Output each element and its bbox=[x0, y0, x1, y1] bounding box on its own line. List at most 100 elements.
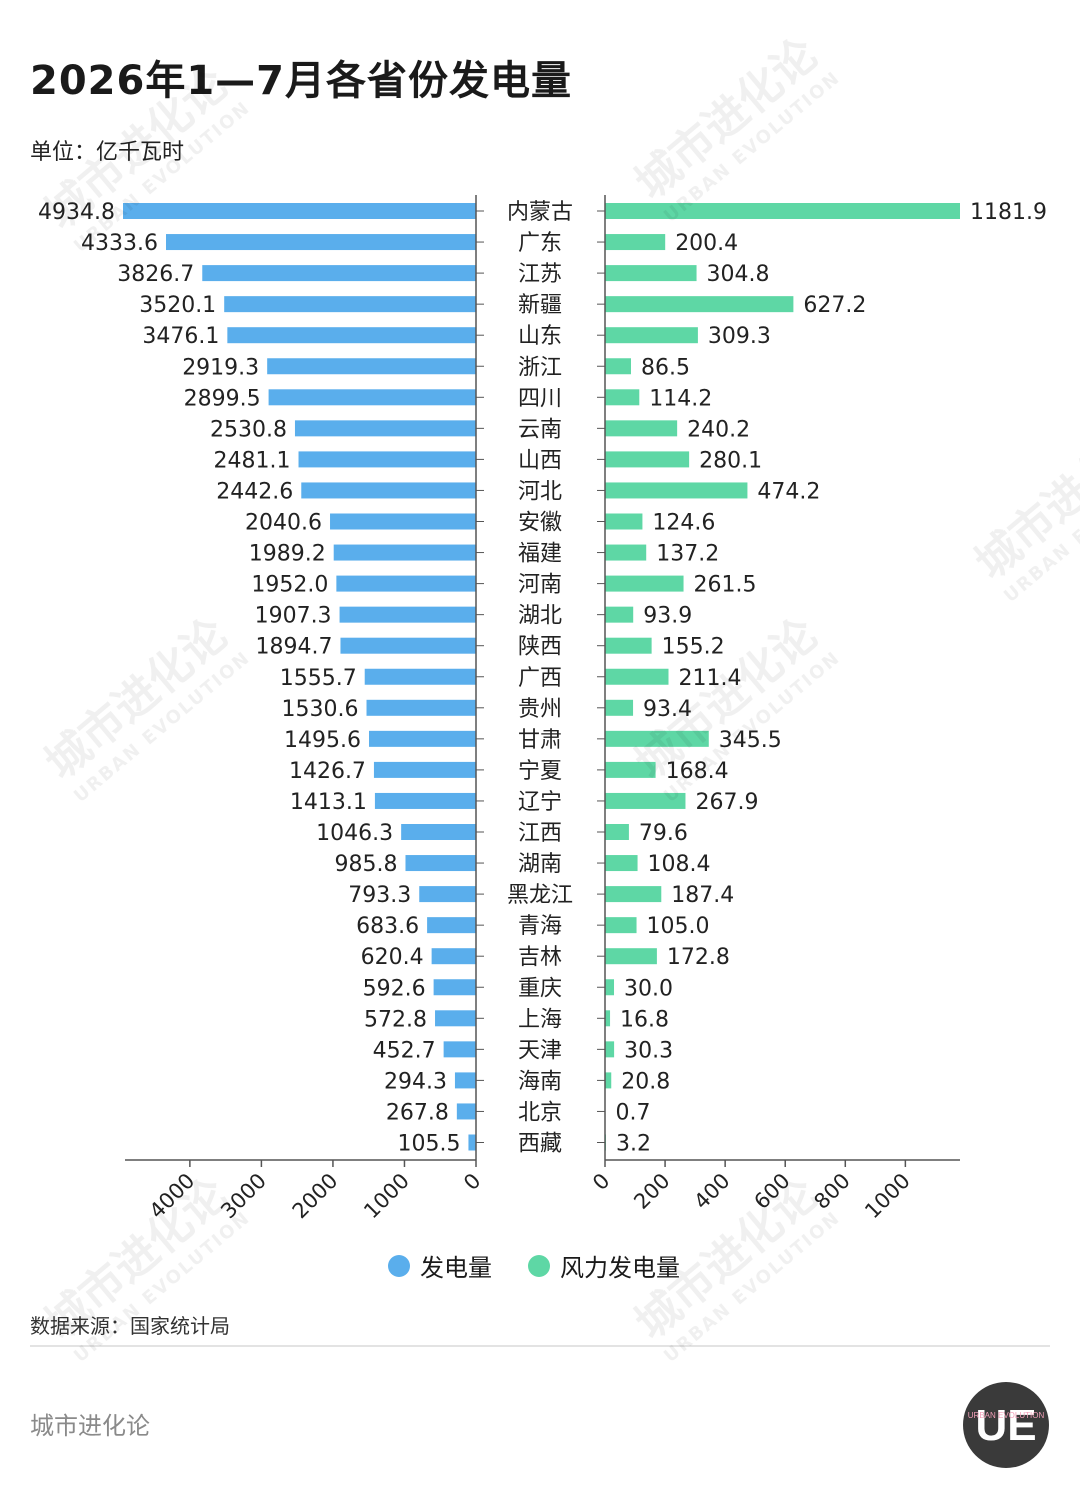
bar-power bbox=[433, 979, 476, 996]
data-label-wind: 261.5 bbox=[694, 573, 757, 598]
data-label-power: 105.5 bbox=[397, 1132, 460, 1157]
bar-power bbox=[419, 886, 476, 903]
category-label: 广东 bbox=[518, 231, 562, 256]
bar-wind bbox=[605, 358, 631, 375]
bar-wind bbox=[605, 761, 656, 778]
data-label-power: 1907.3 bbox=[255, 604, 332, 629]
bar-wind bbox=[605, 948, 657, 965]
data-label-power: 2442.6 bbox=[216, 479, 293, 504]
category-label: 宁夏 bbox=[518, 759, 562, 784]
bar-wind bbox=[605, 979, 615, 996]
data-label-power: 2040.6 bbox=[245, 511, 322, 536]
bar-wind bbox=[605, 824, 629, 840]
data-label-wind: 93.4 bbox=[643, 697, 692, 722]
bar-wind bbox=[605, 699, 634, 716]
data-label-power: 3520.1 bbox=[139, 293, 216, 318]
bar-wind bbox=[605, 203, 960, 219]
bar-power bbox=[227, 327, 476, 344]
category-label: 吉林 bbox=[518, 945, 562, 970]
category-label: 甘肃 bbox=[518, 728, 562, 753]
data-label-power: 572.8 bbox=[364, 1007, 427, 1032]
data-label-wind: 304.8 bbox=[707, 262, 770, 287]
bar-power bbox=[333, 544, 476, 561]
x-tick-label-power: 3000 bbox=[216, 1169, 271, 1224]
bar-wind bbox=[605, 389, 640, 406]
data-label-wind: 211.4 bbox=[678, 666, 741, 691]
bar-power bbox=[268, 389, 476, 406]
bar-power bbox=[443, 1041, 476, 1058]
data-label-wind: 16.8 bbox=[620, 1007, 669, 1032]
bar-wind bbox=[605, 637, 652, 654]
bar-wind bbox=[605, 482, 748, 499]
bar-power bbox=[435, 1010, 476, 1027]
bar-power bbox=[123, 203, 476, 219]
data-label-power: 452.7 bbox=[373, 1038, 436, 1063]
footer-divider bbox=[30, 1345, 1050, 1347]
bar-wind bbox=[605, 513, 643, 530]
category-label: 河北 bbox=[518, 479, 562, 504]
bar-power bbox=[202, 265, 476, 282]
butterfly-bar-chart: 4934.8 1181.9 内蒙古 4333.6 200.4 广东 3826.7 304.8 江… bbox=[38, 195, 1047, 1224]
bar-wind bbox=[605, 1041, 615, 1058]
bar-power bbox=[401, 824, 476, 840]
bar-power bbox=[340, 637, 476, 654]
x-tick-label-power: 1000 bbox=[359, 1169, 414, 1224]
chart-title: 2026年1—7月各省份发电量 bbox=[30, 58, 572, 104]
data-label-power: 2899.5 bbox=[184, 386, 261, 411]
data-label-power: 2481.1 bbox=[214, 448, 291, 473]
data-label-wind: 79.6 bbox=[639, 821, 688, 846]
data-label-wind: 30.3 bbox=[624, 1038, 673, 1063]
category-label: 天津 bbox=[518, 1038, 562, 1063]
data-label-power: 1894.7 bbox=[255, 635, 332, 660]
bar-wind bbox=[605, 451, 690, 468]
data-label-power: 793.3 bbox=[348, 883, 411, 908]
bar-wind bbox=[605, 1072, 612, 1089]
data-label-power: 683.6 bbox=[356, 914, 419, 939]
category-label: 江西 bbox=[518, 821, 562, 846]
category-label: 山西 bbox=[518, 448, 562, 473]
brand-logo: UE URBAN EVOLUTION bbox=[963, 1382, 1049, 1468]
bar-power bbox=[369, 730, 476, 747]
data-label-power: 1555.7 bbox=[280, 666, 357, 691]
bar-wind bbox=[605, 420, 678, 437]
data-label-power: 3476.1 bbox=[142, 324, 219, 349]
data-label-power: 620.4 bbox=[361, 945, 424, 970]
data-label-power: 1413.1 bbox=[290, 790, 367, 815]
bar-power bbox=[366, 699, 476, 716]
bar-power bbox=[454, 1072, 476, 1089]
data-label-wind: 3.2 bbox=[616, 1132, 651, 1157]
data-label-wind: 267.9 bbox=[695, 790, 758, 815]
bar-power bbox=[301, 482, 476, 499]
data-label-power: 2530.8 bbox=[210, 417, 287, 442]
bar-wind bbox=[605, 575, 684, 592]
data-label-wind: 172.8 bbox=[667, 945, 730, 970]
bar-power bbox=[431, 948, 476, 965]
category-label: 四川 bbox=[518, 386, 562, 411]
data-label-wind: 155.2 bbox=[662, 635, 725, 660]
category-label: 西藏 bbox=[518, 1132, 562, 1157]
data-label-wind: 1181.9 bbox=[970, 200, 1047, 225]
bar-power bbox=[374, 792, 476, 809]
data-label-wind: 240.2 bbox=[687, 417, 750, 442]
bar-wind bbox=[605, 234, 666, 251]
bar-power bbox=[373, 761, 476, 778]
data-label-power: 592.6 bbox=[363, 976, 426, 1001]
legend-dot-wind bbox=[528, 1254, 550, 1277]
category-label: 贵州 bbox=[518, 697, 562, 722]
data-label-power: 1952.0 bbox=[251, 573, 328, 598]
x-tick-label-wind: 200 bbox=[629, 1169, 674, 1214]
x-tick-label-power: 2000 bbox=[288, 1169, 343, 1224]
brand-name: 城市进化论 bbox=[30, 1412, 150, 1440]
category-label: 重庆 bbox=[518, 976, 562, 1001]
x-tick-label-wind: 400 bbox=[689, 1169, 734, 1214]
data-label-power: 3826.7 bbox=[117, 262, 194, 287]
data-label-power: 1530.6 bbox=[282, 697, 359, 722]
bar-power bbox=[330, 513, 476, 530]
category-label: 上海 bbox=[518, 1007, 562, 1032]
bar-wind bbox=[605, 544, 647, 561]
legend-item-power: 发电量 bbox=[388, 1248, 492, 1283]
data-label-wind: 105.0 bbox=[647, 914, 710, 939]
bar-wind bbox=[605, 730, 709, 747]
bar-power bbox=[224, 296, 476, 313]
data-label-wind: 137.2 bbox=[656, 542, 719, 567]
